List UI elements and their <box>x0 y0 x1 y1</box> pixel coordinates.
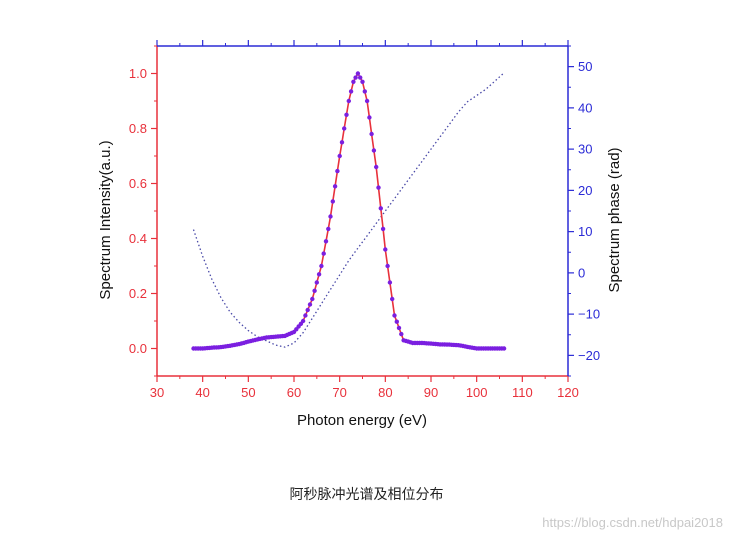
intensity-marker <box>326 226 331 232</box>
y-left-tick-label: 0.2 <box>129 286 147 301</box>
y-left-tick-label: 0.8 <box>129 121 147 136</box>
x-axis-label: Photon energy (eV) <box>297 412 427 429</box>
y-right-tick-label: 10 <box>578 224 592 239</box>
intensity-marker <box>337 153 342 159</box>
intensity-marker <box>374 164 379 170</box>
intensity-line <box>193 71 505 350</box>
intensity-marker <box>392 313 397 318</box>
y-right-tick-label: 20 <box>578 183 592 198</box>
y-axis-right-label: Spectrum phase (rad) <box>606 147 623 292</box>
intensity-marker <box>367 115 372 120</box>
intensity-marker <box>351 79 356 85</box>
y-left-tick-label: 0.0 <box>129 341 147 356</box>
intensity-marker <box>344 112 349 118</box>
intensity-marker <box>348 89 354 94</box>
x-tick-label: 50 <box>241 385 255 400</box>
intensity-marker <box>335 168 340 174</box>
intensity-marker <box>305 307 310 313</box>
intensity-marker <box>378 206 383 211</box>
intensity-marker <box>300 318 306 324</box>
y-axis-left-label: Spectrum Intensity(a.u.) <box>97 140 114 299</box>
intensity-marker <box>399 331 404 337</box>
intensity-marker <box>323 239 329 244</box>
intensity-marker <box>501 346 507 351</box>
x-tick-label: 30 <box>150 385 164 400</box>
intensity-marker <box>360 79 365 85</box>
y-left-tick-label: 1.0 <box>129 66 147 81</box>
y-right-tick-label: 30 <box>578 142 592 157</box>
intensity-marker <box>307 302 313 307</box>
phase-line <box>192 72 505 348</box>
intensity-marker <box>364 98 370 104</box>
intensity-marker <box>396 325 402 331</box>
x-tick-label: 90 <box>424 385 438 400</box>
intensity-marker <box>328 214 333 219</box>
intensity-marker <box>380 226 386 232</box>
intensity-marker <box>376 185 381 190</box>
intensity-marker <box>303 313 308 318</box>
intensity-marker <box>321 251 326 256</box>
intensity-marker <box>369 131 374 137</box>
intensity-marker <box>332 184 338 189</box>
watermark: https://blog.csdn.net/hdpai2018 <box>542 515 723 530</box>
intensity-marker <box>358 75 363 80</box>
intensity-marker <box>346 98 351 104</box>
x-tick-label: 80 <box>378 385 392 400</box>
x-tick-label: 70 <box>332 385 346 400</box>
y-left-tick-label: 0.4 <box>129 231 147 246</box>
x-tick-label: 120 <box>557 385 579 400</box>
intensity-marker <box>314 280 319 285</box>
y-right-tick-label: 50 <box>578 59 592 74</box>
intensity-marker <box>330 199 335 204</box>
y-left-tick-label: 0.6 <box>129 176 147 191</box>
x-tick-label: 100 <box>466 385 488 400</box>
x-tick-label: 60 <box>287 385 301 400</box>
y-right-tick-label: −10 <box>578 307 600 322</box>
intensity-marker <box>385 263 390 269</box>
intensity-marker <box>353 75 358 80</box>
axes-layer: 30 40 50 60 70 80 90 100 110 1200.00.20.40.60.81.… <box>129 40 600 400</box>
intensity-marker <box>310 296 315 302</box>
y-right-tick-label: 40 <box>578 100 592 115</box>
intensity-marker <box>362 89 367 94</box>
phase-series <box>192 72 505 348</box>
x-tick-label: 110 <box>512 385 533 400</box>
intensity-marker <box>387 280 393 285</box>
intensity-marker <box>339 140 345 145</box>
intensity-series <box>191 71 507 351</box>
axis-labels: Photon energy (eV) Spectrum Intensity(a.… <box>97 140 623 429</box>
figure-caption: 阿秒脉冲光谱及相位分布 <box>289 487 444 503</box>
chart: 30 40 50 60 70 80 90 100 110 1200.00.20.40.60.81.… <box>97 40 623 429</box>
intensity-marker <box>383 247 388 252</box>
y-right-tick-label: −20 <box>578 348 600 363</box>
intensity-marker <box>316 272 322 277</box>
intensity-marker <box>390 296 395 302</box>
intensity-marker <box>394 319 399 324</box>
intensity-marker <box>319 263 324 269</box>
intensity-marker <box>371 148 377 153</box>
intensity-marker <box>312 288 317 293</box>
x-tick-label: 40 <box>195 385 209 400</box>
y-right-tick-label: 0 <box>578 265 585 280</box>
intensity-marker <box>355 71 361 76</box>
intensity-marker <box>342 126 347 131</box>
